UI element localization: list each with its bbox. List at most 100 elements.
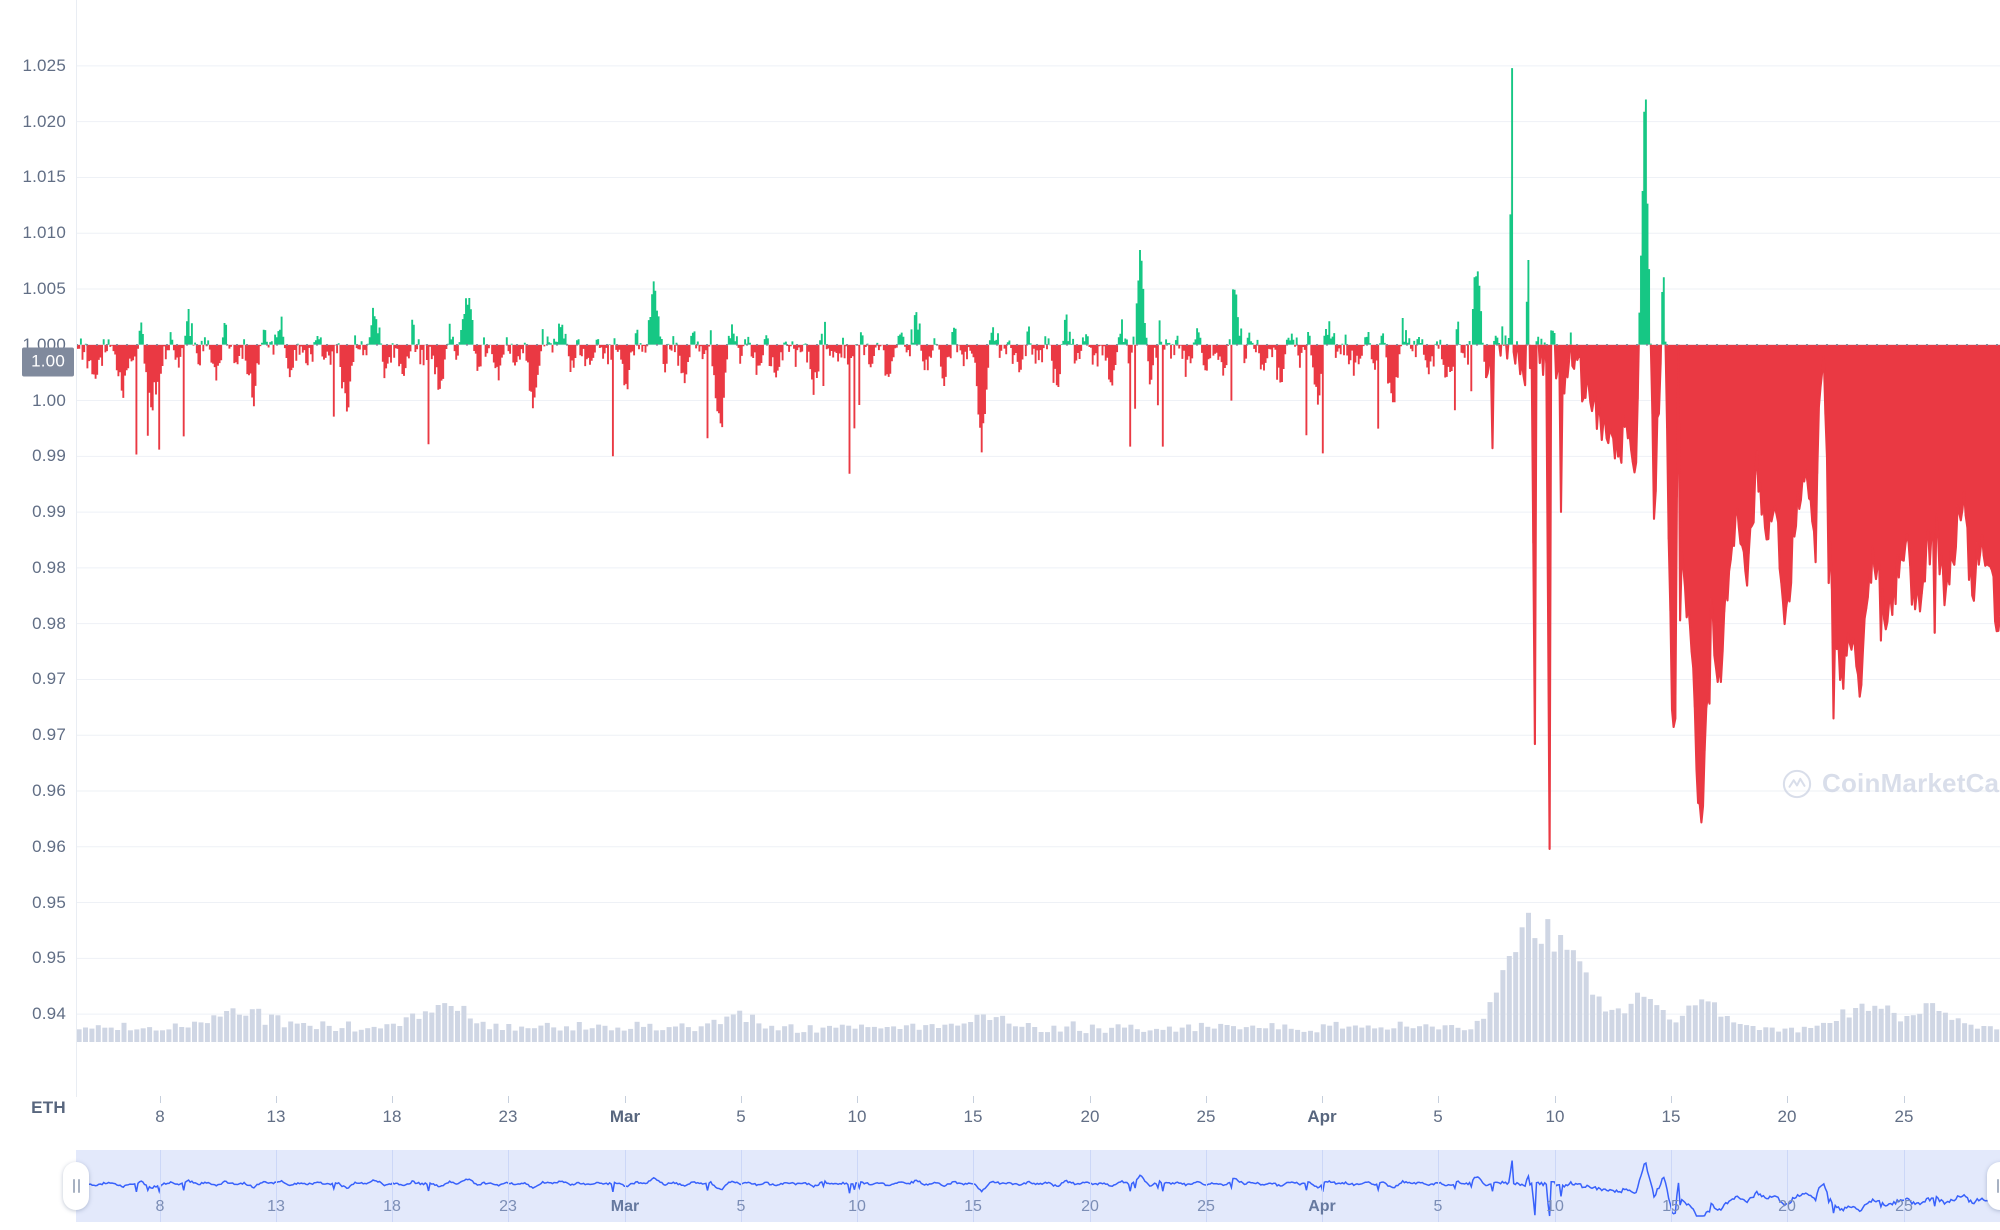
x-axis-tick-label: 10 <box>847 1107 867 1126</box>
range-selector-tick-label: Apr <box>1308 1198 1336 1215</box>
x-axis-tick-mark <box>1787 1096 1788 1103</box>
range-selector-tick-label: Mar <box>610 1198 640 1215</box>
range-selector-gridline <box>276 1150 277 1222</box>
x-axis-tick-label: 20 <box>1080 1107 1100 1126</box>
range-selector-gridline <box>741 1150 742 1222</box>
x-axis-tick-label: 5 <box>736 1107 746 1126</box>
range-selector-gridline <box>1206 1150 1207 1222</box>
x-axis-tick-mark <box>1904 1096 1905 1103</box>
y-axis-tick-label: 0.95 <box>32 948 66 968</box>
y-axis-tick-label: 0.99 <box>32 502 66 522</box>
x-axis-tick-label: Apr <box>1307 1107 1337 1126</box>
x-axis: 8 13 18 23 Mar 5 10 15 20 25 Apr 5 10 15 20 25 <box>76 1096 2000 1138</box>
range-selector-tick-label: 20 <box>1778 1198 1796 1215</box>
price-below-peg <box>76 344 2000 851</box>
range-selector-gridline <box>508 1150 509 1222</box>
y-axis-tick-label: 1.00 <box>32 390 66 410</box>
range-selector-tick-label: 15 <box>1662 1198 1680 1215</box>
range-selector-gridline <box>1671 1150 1672 1222</box>
handle-grip-bar <box>72 1179 75 1193</box>
range-selector-gridline <box>1090 1150 1091 1222</box>
x-axis-tick-label: 23 <box>498 1107 518 1126</box>
coinmarketcap-logo-icon <box>1782 769 1812 798</box>
x-axis-tick-mark <box>1322 1096 1323 1103</box>
y-axis-tick-label: 0.98 <box>32 613 66 633</box>
range-selector-gridline <box>1322 1150 1323 1222</box>
range-selector-tick-label: 23 <box>499 1198 517 1215</box>
range-selector-tick-label: 8 <box>155 1198 165 1215</box>
range-selector-tick-label: 20 <box>1081 1198 1099 1215</box>
y-axis: 1.025 1.020 1.015 1.010 1.005 1.000 1.00 0.99 0.… <box>0 0 76 1160</box>
x-axis-tick-mark <box>1438 1096 1439 1103</box>
watermark: CoinMarketCap <box>1782 768 2000 799</box>
x-axis-tick-mark <box>160 1096 161 1103</box>
x-axis-tick-label: 25 <box>1894 1107 1914 1126</box>
handle-grip-bar <box>77 1179 80 1193</box>
range-selector-tick-label: 5 <box>736 1198 746 1215</box>
x-axis-tick-mark <box>1555 1096 1556 1103</box>
x-axis-tick-mark <box>857 1096 858 1103</box>
range-selector-tick-label: 18 <box>383 1198 401 1215</box>
x-axis-tick-label: 10 <box>1545 1107 1565 1126</box>
range-selector-gridline <box>1438 1150 1439 1222</box>
y-axis-tick-label: 0.97 <box>32 725 66 745</box>
y-axis-unit-label: ETH <box>31 1098 66 1117</box>
range-selector-gridline <box>1904 1150 1905 1222</box>
range-selector-gridline <box>1787 1150 1788 1222</box>
range-selector-gridline <box>857 1150 858 1222</box>
plot-area[interactable] <box>76 0 2000 1100</box>
x-axis-tick-label: 5 <box>1433 1107 1443 1126</box>
range-selector-tick-label: 13 <box>267 1198 285 1215</box>
range-selector-tick-label: 5 <box>1433 1198 1443 1215</box>
y-axis-tick-label: 1.015 <box>22 167 66 187</box>
range-selector-sparkline <box>76 1160 2000 1217</box>
x-axis-tick-mark <box>508 1096 509 1103</box>
range-selector[interactable]: 8 13 18 23 Mar 5 10 15 20 25 Apr 5 10 15 20 25 <box>63 1150 2000 1222</box>
current-price-badge: 1.00 <box>22 347 74 376</box>
x-axis-tick-label: 18 <box>382 1107 402 1126</box>
x-axis-tick-label: 15 <box>963 1107 983 1126</box>
y-axis-tick-label: 0.99 <box>32 446 66 466</box>
y-axis-tick-label: 0.94 <box>32 1004 66 1024</box>
range-selector-gridline <box>1555 1150 1556 1222</box>
watermark-text: CoinMarketCap <box>1822 768 2000 798</box>
price-above-peg <box>76 68 1667 345</box>
x-axis-tick-label: 20 <box>1777 1107 1797 1126</box>
x-axis-tick-mark <box>741 1096 742 1103</box>
handle-grip-bar <box>1996 1179 1999 1193</box>
x-axis-tick-label: 13 <box>266 1107 286 1126</box>
x-axis-tick-mark <box>1671 1096 1672 1103</box>
x-axis-tick-mark <box>625 1096 626 1103</box>
range-selector-tick-label: 15 <box>964 1198 982 1215</box>
range-selector-series <box>76 1160 2000 1217</box>
range-selector-gridline <box>392 1150 393 1222</box>
price-series-svg <box>76 65 2000 1042</box>
y-axis-line <box>76 0 77 1097</box>
y-axis-tick-label: 0.97 <box>32 669 66 689</box>
volume-bars <box>76 912 2000 1042</box>
y-axis-tick-label: 0.95 <box>32 892 66 912</box>
y-axis-tick-label: 1.010 <box>22 223 66 243</box>
x-axis-tick-label: Mar <box>609 1107 641 1126</box>
range-selector-tick-label: 10 <box>1546 1198 1564 1215</box>
x-axis-tick-mark <box>392 1096 393 1103</box>
x-axis-tick-label: 8 <box>155 1107 165 1126</box>
x-axis-tick-mark <box>973 1096 974 1103</box>
y-axis-tick-label: 0.96 <box>32 781 66 800</box>
x-axis-tick-mark <box>1206 1096 1207 1103</box>
range-selector-gridline <box>625 1150 626 1222</box>
range-selector-gridline <box>160 1150 161 1222</box>
range-selector-tick-label: 10 <box>848 1198 866 1215</box>
x-axis-tick-label: 15 <box>1661 1107 1681 1126</box>
y-axis-tick-label: 1.025 <box>22 55 66 75</box>
range-selector-gridline <box>973 1150 974 1222</box>
y-axis-tick-label: 1.020 <box>22 111 66 131</box>
y-axis-tick-label: 1.005 <box>22 279 66 298</box>
range-handle-left[interactable] <box>63 1162 89 1210</box>
x-axis-tick-label: 25 <box>1196 1107 1216 1126</box>
y-axis-tick-label: 0.98 <box>32 557 66 577</box>
x-axis-tick-mark <box>1090 1096 1091 1103</box>
range-handle-right[interactable] <box>1987 1162 2000 1210</box>
range-selector-tick-label: 25 <box>1895 1198 1913 1215</box>
